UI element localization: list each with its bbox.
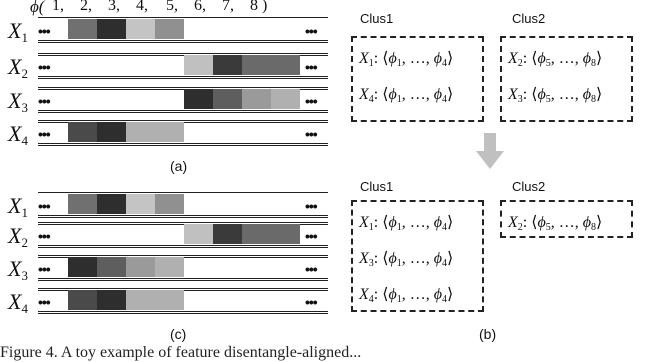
panel-a-row-4-feature-3 bbox=[126, 122, 155, 142]
panel-a-row-1-trailing-ellipsis: ••• bbox=[305, 23, 318, 39]
phi-index-7: 7, bbox=[222, 0, 234, 14]
panel-c-row-2-leading-ellipsis: ••• bbox=[38, 228, 51, 244]
panel-c-row-label-2: X2 bbox=[8, 223, 28, 251]
panel-c-row-4-feature-4 bbox=[155, 290, 184, 310]
panel-c-row-4-feature-1 bbox=[68, 290, 97, 310]
panel-c-row-label-4: X4 bbox=[8, 289, 28, 317]
bottom-clus2-member-1: X2: ⟨ϕ5, …, ϕ8⟩ bbox=[508, 214, 603, 233]
panel-a-row-3-feature-8 bbox=[271, 89, 300, 109]
bottom-clus2-title: Clus2 bbox=[512, 179, 546, 194]
panel-a-row-label-4: X4 bbox=[8, 121, 28, 149]
phi-index-5: 5, bbox=[166, 0, 178, 14]
top-clus1-member-1: X1: ⟨ϕ1, …, ϕ4⟩ bbox=[359, 50, 454, 69]
panel-c-row-1-leading-ellipsis: ••• bbox=[38, 198, 51, 214]
phi-index-8: 8 ) bbox=[250, 0, 268, 14]
panel-c-row-1 bbox=[38, 192, 328, 218]
panel-a-row-1-feature-3 bbox=[126, 19, 155, 39]
panel-c-row-2-feature-8 bbox=[271, 224, 300, 244]
phi-index-1: 1, bbox=[52, 0, 64, 14]
panel-a-row-1-feature-2 bbox=[97, 19, 126, 39]
panel-c-row-3-leading-ellipsis: ••• bbox=[38, 261, 51, 277]
panel-c-row-1-feature-4 bbox=[155, 194, 184, 214]
bottom-clus1-member-2: X3: ⟨ϕ1, …, ϕ4⟩ bbox=[359, 250, 454, 269]
panel-a-row-label-1: X1 bbox=[8, 18, 28, 46]
panel-c-row-3-trailing-ellipsis: ••• bbox=[305, 261, 318, 277]
panel-c-row-4-feature-3 bbox=[126, 290, 155, 310]
panel-a-caption: (a) bbox=[170, 158, 188, 174]
panel-a-row-4-feature-4 bbox=[155, 122, 184, 142]
phi-index-header: ϕ( 1, 2, 3, 4, 5, 6, 7, 8 ) bbox=[30, 0, 330, 16]
panel-a-row-2-leading-ellipsis: ••• bbox=[38, 59, 51, 75]
panel-a-row-4-trailing-ellipsis: ••• bbox=[305, 126, 318, 142]
panel-a-row-3 bbox=[38, 87, 328, 113]
figure-caption: Figure 4. A toy example of feature disen… bbox=[0, 344, 362, 361]
bottom-clus2-box: X2: ⟨ϕ5, …, ϕ8⟩ bbox=[500, 200, 633, 238]
panel-c-row-1-feature-2 bbox=[97, 194, 126, 214]
bottom-clus1-title: Clus1 bbox=[360, 179, 394, 194]
panel-c-row-1-trailing-ellipsis: ••• bbox=[305, 198, 318, 214]
panel-c-row-2-trailing-ellipsis: ••• bbox=[305, 228, 318, 244]
phi-index-3: 3, bbox=[108, 0, 120, 14]
panel-a-row-4-leading-ellipsis: ••• bbox=[38, 126, 51, 142]
panel-c-row-2-feature-7 bbox=[242, 224, 271, 244]
panel-a-row-2-feature-8 bbox=[271, 55, 300, 75]
panel-a-row-2-trailing-ellipsis: ••• bbox=[305, 59, 318, 75]
panel-a-row-1-feature-1 bbox=[68, 19, 97, 39]
panel-a-row-1-feature-4 bbox=[155, 19, 184, 39]
panel-a-row-label-3: X3 bbox=[8, 88, 28, 116]
panel-a-row-4-feature-2 bbox=[97, 122, 126, 142]
panel-c-row-1-feature-1 bbox=[68, 194, 97, 214]
panel-c-row-3-feature-1 bbox=[68, 257, 97, 277]
panel-c-caption: (c) bbox=[170, 326, 187, 342]
panel-a-row-label-2: X2 bbox=[8, 54, 28, 82]
panel-a-row-2-feature-5 bbox=[184, 55, 213, 75]
panel-c-row-1-feature-3 bbox=[126, 194, 155, 214]
panel-a-row-3-feature-7 bbox=[242, 89, 271, 109]
panel-c-row-4-trailing-ellipsis: ••• bbox=[305, 294, 318, 310]
panel-c-row-2 bbox=[38, 222, 328, 248]
panel-a-row-4-feature-1 bbox=[68, 122, 97, 142]
panel-a-row-3-feature-6 bbox=[213, 89, 242, 109]
phi-index-6: 6, bbox=[194, 0, 206, 14]
top-clus2-title: Clus2 bbox=[512, 11, 546, 26]
arrow-down-icon bbox=[476, 133, 504, 169]
top-clus2-member-1: X2: ⟨ϕ5, …, ϕ8⟩ bbox=[508, 50, 603, 69]
top-clus1-title: Clus1 bbox=[360, 11, 394, 26]
panel-c-row-2-feature-5 bbox=[184, 224, 213, 244]
panel-a-row-1-leading-ellipsis: ••• bbox=[38, 23, 51, 39]
panel-a-row-2-feature-7 bbox=[242, 55, 271, 75]
panel-c-row-3-feature-2 bbox=[97, 257, 126, 277]
top-clus1-box: X1: ⟨ϕ1, …, ϕ4⟩ X4: ⟨ϕ1, …, ϕ4⟩ bbox=[351, 36, 484, 122]
panel-a-row-1 bbox=[38, 17, 328, 43]
phi-index-4: 4, bbox=[136, 0, 148, 14]
top-clus2-member-2: X3: ⟨ϕ5, …, ϕ8⟩ bbox=[508, 86, 603, 105]
panel-c-row-2-feature-6 bbox=[213, 224, 242, 244]
panel-c-row-label-3: X3 bbox=[8, 256, 28, 284]
bottom-clus1-member-3: X4: ⟨ϕ1, …, ϕ4⟩ bbox=[359, 286, 454, 305]
panel-a-row-3-trailing-ellipsis: ••• bbox=[305, 93, 318, 109]
bottom-clus1-member-1: X1: ⟨ϕ1, …, ϕ4⟩ bbox=[359, 214, 454, 233]
panel-a-row-4 bbox=[38, 120, 328, 146]
top-clus2-box: X2: ⟨ϕ5, …, ϕ8⟩ X3: ⟨ϕ5, …, ϕ8⟩ bbox=[500, 36, 633, 122]
panel-c-row-4-feature-2 bbox=[97, 290, 126, 310]
panel-c-row-4-leading-ellipsis: ••• bbox=[38, 294, 51, 310]
bottom-clus1-box: X1: ⟨ϕ1, …, ϕ4⟩ X3: ⟨ϕ1, …, ϕ4⟩ X4: ⟨ϕ1, …… bbox=[351, 200, 484, 312]
panel-c-row-label-1: X1 bbox=[8, 193, 28, 221]
panel-c-row-4 bbox=[38, 288, 328, 314]
phi-symbol: ϕ( bbox=[30, 0, 45, 16]
panel-c-row-3-feature-4 bbox=[155, 257, 184, 277]
panel-c-row-3 bbox=[38, 255, 328, 281]
panel-b-caption: (b) bbox=[479, 326, 497, 342]
panel-a-row-2-feature-6 bbox=[213, 55, 242, 75]
panel-a-row-3-feature-5 bbox=[184, 89, 213, 109]
panel-c-row-3-feature-3 bbox=[126, 257, 155, 277]
top-clus1-member-2: X4: ⟨ϕ1, …, ϕ4⟩ bbox=[359, 86, 454, 105]
panel-a-row-2 bbox=[38, 53, 328, 79]
phi-index-2: 2, bbox=[80, 0, 92, 14]
panel-a-row-3-leading-ellipsis: ••• bbox=[38, 93, 51, 109]
